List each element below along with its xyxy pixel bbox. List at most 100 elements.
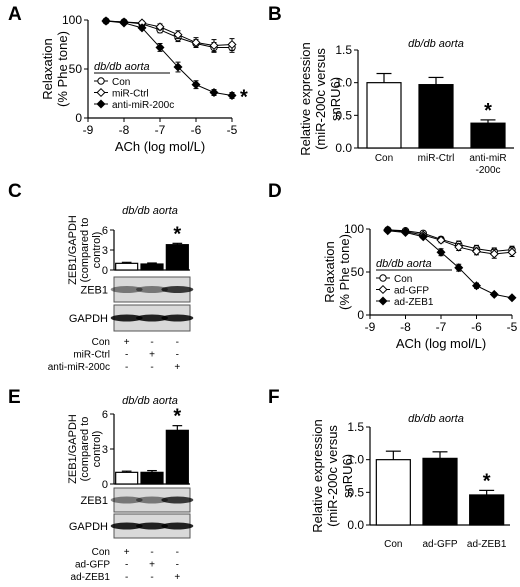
bar: [165, 429, 189, 485]
data-point: [507, 247, 517, 257]
legend-label: ad-ZEB1: [394, 297, 434, 308]
condition-label: ad-GFP: [75, 560, 110, 571]
data-point: [507, 293, 517, 303]
bar-chart-b: 0.0 0.5 1.0 1.5 * Con miR-Ctrl anti-miR -200c Rel…: [298, 42, 514, 176]
condition-mark: -: [150, 547, 153, 558]
condition-mark: -: [125, 560, 128, 571]
y-tick-label: 0: [357, 308, 364, 322]
category-label: ad-ZEB1: [467, 539, 507, 550]
blot-band: [161, 522, 194, 530]
data-point: [383, 226, 393, 236]
bar-group: *: [165, 406, 189, 485]
x-tick-label: -6: [191, 123, 202, 137]
bar-chart-f: 0.0 0.5 1.0 1.5 * Con ad-GFP ad-ZEB1 Relative ex…: [310, 419, 510, 550]
bar-group: *: [469, 470, 505, 526]
panel-label-a: A: [8, 4, 22, 25]
data-point: [454, 242, 464, 252]
bar: [115, 471, 139, 485]
y-tick-label: 50: [69, 62, 83, 76]
y-tick-label: 0.0: [347, 518, 364, 532]
chart-title: db/db aorta: [94, 61, 150, 73]
panel-label-b: B: [268, 4, 282, 25]
legend-marker: [96, 87, 106, 98]
data-point: [418, 232, 428, 242]
condition-mark: +: [124, 547, 130, 558]
y-tick-label: 1.5: [347, 420, 364, 434]
bar-chart-e: 0 3 6 * ZEB1/GAPDH(compared tocontrol): [67, 406, 190, 491]
condition-label: Con: [92, 547, 110, 558]
x-tick-label: -6: [471, 320, 482, 334]
blot-label: GAPDH: [69, 521, 108, 533]
data-point: [227, 90, 237, 100]
x-tick-label: -5: [227, 123, 238, 137]
bar-group: *: [165, 223, 189, 271]
data-point: [155, 22, 165, 32]
data-point: [191, 38, 201, 48]
bar: [470, 122, 506, 149]
data-point: [173, 62, 183, 72]
bar-group: [115, 470, 139, 485]
legend-marker: [378, 296, 388, 306]
category-label: anti-miR -200c: [469, 153, 506, 176]
category-label: Con: [375, 153, 393, 164]
y-tick-label: 1.5: [335, 43, 352, 57]
y-axis-label: Relaxation(% Phe tone): [322, 234, 352, 310]
y-tick-label: 1.0: [347, 453, 364, 467]
y-axis-label: Relaxation(% Phe tone): [40, 31, 70, 107]
data-point: [400, 227, 411, 237]
blot-label: ZEB1: [80, 285, 108, 297]
data-point: [227, 39, 237, 50]
blot-label: GAPDH: [69, 313, 108, 325]
y-axis-label: ZEB1/GAPDH(compared tocontrol): [67, 414, 103, 484]
legend-marker: [96, 99, 106, 109]
condition-mark: +: [149, 350, 155, 361]
data-point: [436, 235, 446, 245]
significance-star: *: [173, 223, 181, 245]
y-tick-label: 0: [102, 265, 108, 277]
y-tick-label: 100: [344, 222, 364, 236]
x-tick-label: -7: [155, 123, 166, 137]
blot-band: [110, 286, 143, 293]
blot-band: [161, 496, 194, 504]
chart-title: db/db aorta: [122, 395, 178, 407]
bar: [165, 244, 189, 271]
data-point: [489, 289, 499, 299]
significance-star: *: [173, 406, 181, 428]
series-ad-zeb1: [383, 226, 517, 303]
data-point: [191, 80, 201, 90]
line-chart-d: 0 50 100 -9 -8 -7 -6 -5 ACh (log mol/L) Relaxatio…: [322, 222, 518, 351]
bar: [115, 262, 139, 271]
condition-mark: -: [125, 350, 128, 361]
legend-marker: [378, 284, 388, 295]
y-tick-label: 0: [75, 111, 82, 125]
data-point: [471, 246, 482, 256]
condition-mark: -: [176, 350, 179, 361]
condition-mark: +: [149, 560, 155, 571]
condition-mark: -: [176, 337, 179, 348]
y-tick-label: 3: [102, 444, 108, 456]
panel-label-e: E: [8, 387, 21, 408]
significance-star: *: [483, 470, 491, 492]
condition-mark: -: [125, 362, 128, 373]
legend-label: ad-GFP: [394, 286, 429, 297]
bar: [366, 82, 402, 149]
data-point: [119, 18, 129, 28]
bar-group: [418, 76, 454, 149]
panel-label-d: D: [268, 181, 282, 202]
condition-mark: +: [174, 572, 180, 583]
y-tick-label: 1.0: [335, 76, 352, 90]
legend-marker: [379, 274, 387, 282]
chart-title: db/db aorta: [408, 413, 464, 425]
condition-mark: -: [176, 560, 179, 571]
x-tick-label: -9: [365, 320, 376, 334]
condition-mark: -: [150, 362, 153, 373]
significance-star: *: [484, 100, 492, 122]
bar-group: [422, 451, 458, 526]
condition-mark: +: [124, 337, 130, 348]
x-axis-label: ACh (log mol/L): [115, 139, 205, 154]
condition-label: anti-miR-200c: [48, 362, 110, 373]
legend-label: miR-Ctrl: [112, 89, 149, 100]
